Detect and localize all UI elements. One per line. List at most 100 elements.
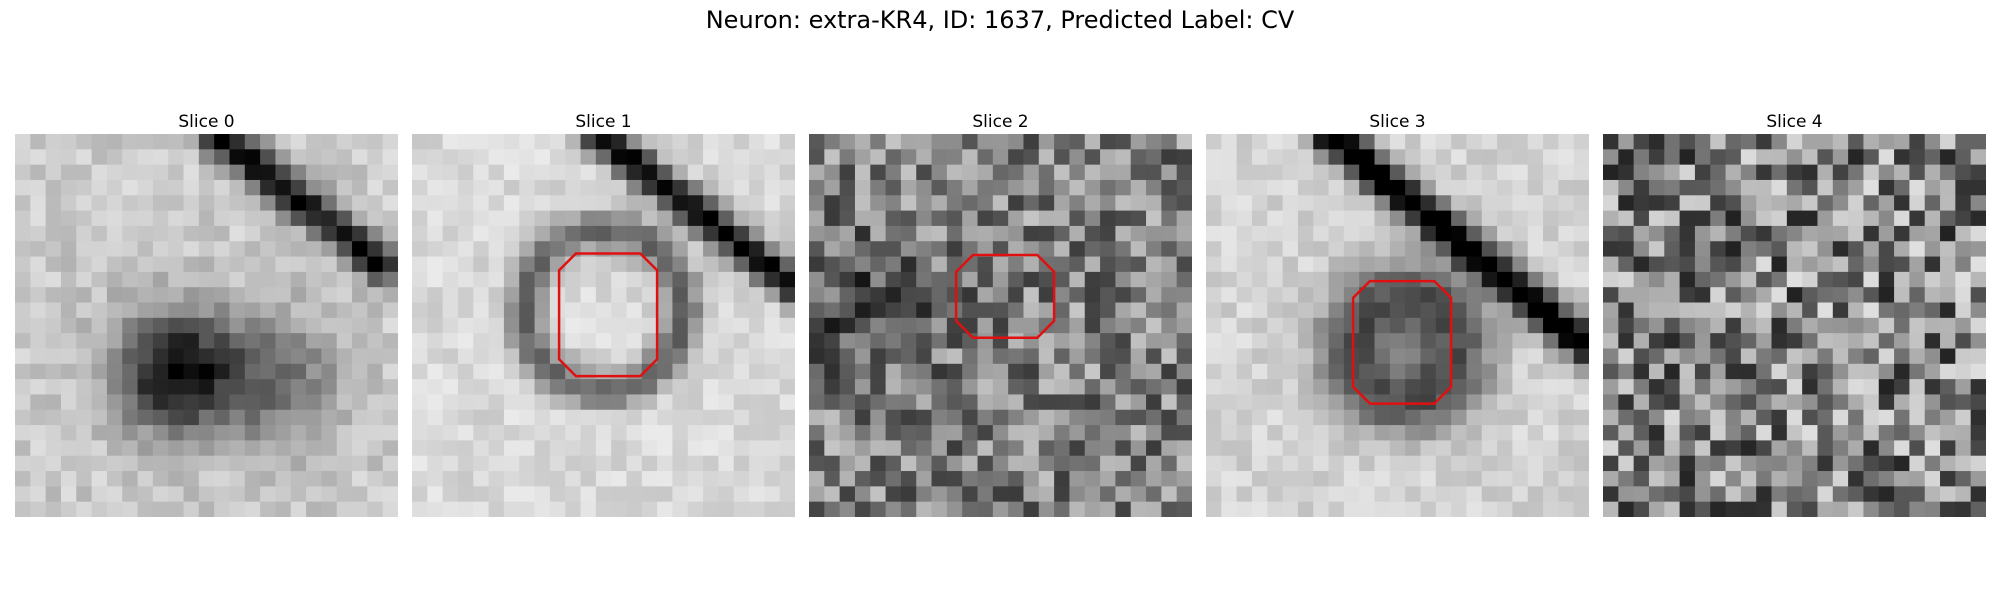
image-pixel [1955,195,1972,212]
image-pixel [1313,271,1330,288]
image-pixel [916,271,933,288]
image-pixel [839,425,856,441]
image-pixel [1863,409,1880,426]
image-pixel [962,317,979,334]
image-pixel [1497,363,1513,380]
image-pixel [1740,134,1757,150]
image-pixel [672,241,689,258]
image-pixel [275,455,292,472]
image-pixel [1405,225,1422,242]
image-pixel [457,425,474,441]
image-pixel [306,440,322,457]
image-pixel [854,271,871,288]
image-pixel [611,455,628,472]
image-pixel [1130,271,1147,288]
slice-title: Slice 4 [1766,112,1823,132]
image-pixel [900,134,917,150]
image-pixel [733,225,750,242]
image-pixel [60,333,77,350]
image-pixel [198,164,215,181]
image-pixel [1313,409,1330,426]
image-pixel [1435,501,1452,517]
image-pixel [473,425,490,441]
image-pixel [1146,225,1162,242]
image-pixel [565,317,582,334]
image-pixel [382,134,398,150]
image-pixel [962,379,979,396]
image-pixel [1038,225,1055,242]
image-pixel [824,455,841,472]
image-pixel [931,256,948,273]
image-pixel [1420,471,1437,487]
image-pixel [336,501,353,517]
image-pixel [1863,317,1880,334]
image-pixel [1740,379,1757,396]
image-pixel [1084,440,1101,457]
image-pixel [733,425,750,441]
image-pixel [457,501,474,517]
image-pixel [1802,333,1819,350]
image-pixel [854,287,871,304]
image-pixel [946,455,963,472]
image-pixel [1558,256,1575,273]
image-pixel [1863,241,1880,258]
image-pixel [931,271,948,288]
image-pixel [1497,210,1513,227]
image-pixel [30,363,47,380]
image-pixel [1466,210,1483,227]
image-pixel [473,179,490,196]
image-pixel [1848,440,1865,457]
image-pixel [1161,241,1178,258]
image-pixel [1359,256,1376,273]
image-pixel [352,348,368,365]
image-pixel [1740,394,1757,411]
image-pixel [1313,333,1330,350]
image-pixel [1343,134,1360,150]
image-pixel [15,501,31,517]
image-pixel [275,134,292,150]
image-pixel [1894,256,1910,273]
image-pixel [1648,287,1665,304]
image-pixel [412,241,428,258]
image-pixel [900,149,917,166]
image-pixel [1573,409,1589,426]
image-pixel [779,486,795,503]
image-pixel [1100,440,1116,457]
image-pixel [611,179,628,196]
image-pixel [1084,425,1101,441]
image-pixel [183,471,200,487]
image-pixel [1267,409,1284,426]
image-pixel [442,455,459,472]
image-pixel [76,471,93,487]
image-pixel [152,149,169,166]
image-pixel [779,210,795,227]
image-pixel [1527,302,1544,319]
image-pixel [306,333,322,350]
slice-panel-2: Slice 2 [809,110,1192,517]
image-pixel [1069,225,1086,242]
image-pixel [1756,302,1773,319]
image-pixel [764,455,781,472]
image-pixel [352,256,368,273]
image-pixel [626,394,643,411]
image-pixel [977,455,994,472]
image-pixel [1420,271,1437,288]
image-pixel [30,379,47,396]
image-pixel [519,333,536,350]
image-pixel [764,271,781,288]
image-pixel [1771,225,1788,242]
image-pixel [1802,210,1819,227]
image-pixel [1251,302,1268,319]
image-pixel [1848,302,1865,319]
image-pixel [1740,471,1757,487]
image-pixel [1313,348,1330,365]
image-pixel [183,379,200,396]
image-pixel [626,471,643,487]
image-pixel [854,241,871,258]
image-pixel [1802,348,1819,365]
image-pixel [1924,134,1941,150]
image-pixel [703,379,719,396]
image-pixel [992,256,1009,273]
image-pixel [1909,210,1926,227]
image-pixel [1848,394,1865,411]
